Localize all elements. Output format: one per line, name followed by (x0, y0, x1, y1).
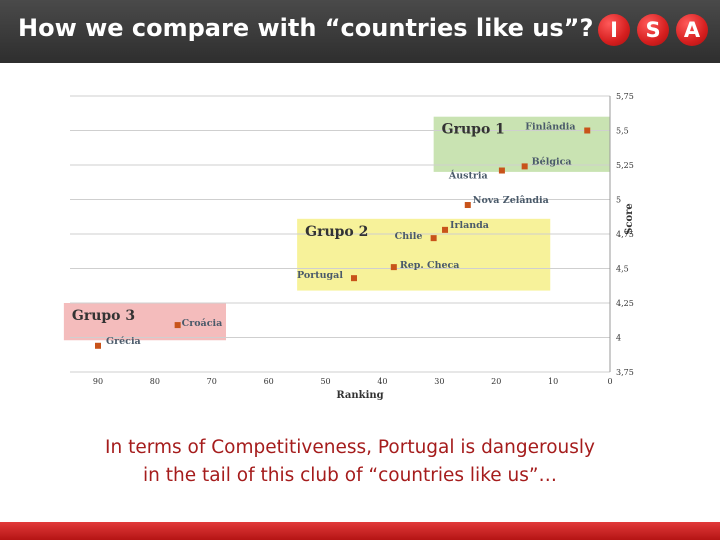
header-bar: How we compare with “countries like us”?… (0, 0, 720, 63)
chart-svg: 3,75 4 4,25 4,5 4,75 5 5,25 5,5 5,75 90 80 70 60 50 40… (63, 92, 635, 401)
data-label: Chile (395, 231, 423, 242)
y-axis-title: Score (624, 203, 635, 235)
data-point (498, 167, 505, 174)
data-point (174, 322, 181, 329)
data-point (521, 163, 528, 170)
y-tick-label: 4 (616, 334, 621, 343)
logo-letter-a: A (676, 14, 708, 46)
group-box-2 (297, 218, 551, 291)
group-label-1: Grupo 1 (442, 122, 505, 138)
logo-letter-i: I (598, 14, 630, 46)
isa-logo: I S A (598, 14, 708, 46)
x-tick-label: 20 (491, 377, 501, 386)
data-label: Áustria (448, 170, 488, 182)
data-label: Grécia (106, 336, 141, 347)
data-point (442, 226, 449, 233)
data-label: Rep. Checa (400, 260, 460, 271)
logo-letter-s: S (637, 14, 669, 46)
group-box-1 (433, 116, 610, 172)
group-box-3 (63, 303, 226, 341)
data-point (584, 127, 591, 134)
x-tick-label: 0 (607, 377, 612, 386)
footer-bar (0, 522, 720, 540)
y-tick-label: 5 (616, 196, 621, 205)
x-tick-label: 50 (320, 377, 330, 386)
data-point (95, 342, 101, 349)
data-label: Irlanda (450, 220, 489, 231)
x-tick-label: 60 (264, 377, 274, 386)
page-title: How we compare with “countries like us”? (18, 14, 594, 42)
data-point (390, 264, 397, 271)
data-label: Croácia (182, 318, 223, 329)
data-label: Bélgica (532, 156, 572, 167)
data-point (351, 275, 357, 282)
data-label: Finlândia (525, 122, 575, 133)
y-tick-label: 4,75 (616, 230, 634, 239)
data-label: Portugal (297, 270, 343, 281)
caption-line-1: In terms of Competitiveness, Portugal is… (105, 437, 595, 458)
x-tick-label: 80 (150, 377, 160, 386)
x-tick-label: 90 (93, 377, 103, 386)
group-label-3: Grupo 3 (72, 308, 135, 324)
y-tick-label: 5,75 (616, 92, 634, 101)
x-axis-title: Ranking (336, 390, 383, 401)
y-tick-label: 5,5 (616, 127, 629, 136)
y-tick-label: 4,5 (616, 265, 629, 274)
scatter-chart: 3,75 4 4,25 4,5 4,75 5 5,25 5,5 5,75 90 80 70 60 50 40… (60, 84, 640, 404)
y-tick-label: 5,25 (616, 161, 634, 170)
data-label: Nova Zelândia (473, 195, 549, 206)
y-tick-label: 4,25 (616, 299, 634, 308)
x-tick-label: 40 (377, 377, 387, 386)
data-point (430, 235, 437, 242)
caption: In terms of Competitiveness, Portugal is… (60, 434, 640, 490)
x-tick-label: 10 (548, 377, 558, 386)
x-tick-label: 70 (207, 377, 217, 386)
x-tick-label: 30 (434, 377, 444, 386)
data-point (464, 202, 471, 209)
caption-line-2: in the tail of this club of “countries l… (143, 465, 557, 486)
y-tick-label: 3,75 (616, 368, 634, 377)
group-label-2: Grupo 2 (305, 224, 368, 240)
